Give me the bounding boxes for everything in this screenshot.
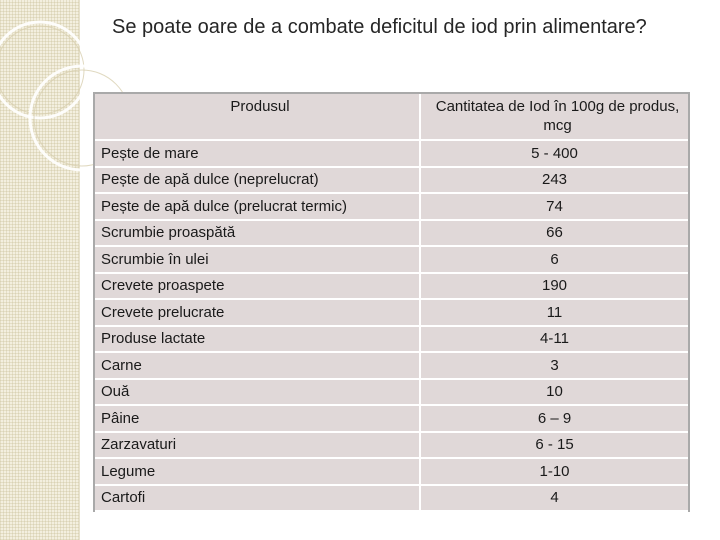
table-row: Ouă 10 (95, 379, 688, 406)
value-cell: 1-10 (421, 459, 688, 486)
page-title: Se poate oare de a combate deficitul de … (112, 16, 647, 38)
table-row: Cartofi 4 (95, 485, 688, 512)
table-row: Pește de apă dulce (neprelucrat) 243 (95, 167, 688, 194)
table-row: Produse lactate 4-11 (95, 326, 688, 353)
product-cell: Carne (95, 353, 421, 380)
product-cell: Ouă (95, 379, 421, 406)
product-cell: Pește de apă dulce (neprelucrat) (95, 167, 421, 194)
product-cell: Scrumbie în ulei (95, 247, 421, 274)
value-cell: 190 (421, 273, 688, 300)
product-cell: Legume (95, 459, 421, 486)
table-row: Crevete prelucrate 11 (95, 300, 688, 327)
product-cell: Pește de apă dulce (prelucrat termic) (95, 194, 421, 221)
value-cell: 6 – 9 (421, 406, 688, 433)
value-cell: 11 (421, 300, 688, 327)
table-row: Pește de mare 5 - 400 (95, 141, 688, 168)
value-cell: 74 (421, 194, 688, 221)
iodine-content-table: Produsul Cantitatea de Iod în 100g de pr… (95, 94, 688, 512)
table-row: Pește de apă dulce (prelucrat termic) 74 (95, 194, 688, 221)
value-cell: 4-11 (421, 326, 688, 353)
product-cell: Scrumbie proaspătă (95, 220, 421, 247)
table-row: Zarzavaturi 6 - 15 (95, 432, 688, 459)
product-cell: Zarzavaturi (95, 432, 421, 459)
value-cell: 243 (421, 167, 688, 194)
value-cell: 66 (421, 220, 688, 247)
product-cell: Crevete proaspete (95, 273, 421, 300)
table-header-row: Produsul Cantitatea de Iod în 100g de pr… (95, 94, 688, 141)
value-cell: 6 - 15 (421, 432, 688, 459)
header-quantity: Cantitatea de Iod în 100g de produs, mcg (421, 94, 688, 141)
value-cell: 4 (421, 485, 688, 512)
value-cell: 5 - 400 (421, 141, 688, 168)
product-cell: Cartofi (95, 485, 421, 512)
table-row: Crevete proaspete 190 (95, 273, 688, 300)
table-row: Scrumbie în ulei 6 (95, 247, 688, 274)
iodine-table-frame: Produsul Cantitatea de Iod în 100g de pr… (93, 92, 690, 512)
product-cell: Crevete prelucrate (95, 300, 421, 327)
value-cell: 6 (421, 247, 688, 274)
product-cell: Produse lactate (95, 326, 421, 353)
value-cell: 10 (421, 379, 688, 406)
product-cell: Pește de mare (95, 141, 421, 168)
table-row: Scrumbie proaspătă 66 (95, 220, 688, 247)
table-row: Legume 1-10 (95, 459, 688, 486)
table-row: Carne 3 (95, 353, 688, 380)
value-cell: 3 (421, 353, 688, 380)
header-product: Produsul (95, 94, 421, 141)
side-band-divider (79, 0, 80, 540)
table-row: Pâine 6 – 9 (95, 406, 688, 433)
product-cell: Pâine (95, 406, 421, 433)
